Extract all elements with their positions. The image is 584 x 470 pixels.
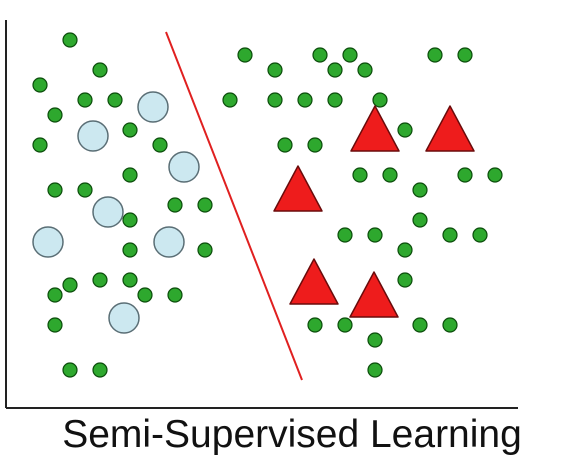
unlabeled-point [197,242,213,258]
unlabeled-point [397,272,413,288]
unlabeled-point [122,212,138,228]
unlabeled-point [77,182,93,198]
unlabeled-point [342,47,358,63]
unlabeled-point [382,167,398,183]
unlabeled-point [237,47,253,63]
unlabeled-point [367,362,383,378]
unlabeled-point [397,122,413,138]
labeled-circle-point [153,226,185,258]
unlabeled-point [47,287,63,303]
unlabeled-point [267,62,283,78]
unlabeled-point [442,227,458,243]
labeled-circle-point [137,91,169,123]
unlabeled-point [92,272,108,288]
unlabeled-point [327,62,343,78]
unlabeled-point [457,167,473,183]
unlabeled-point [327,92,343,108]
labeled-triangle-point [289,258,339,305]
unlabeled-point [107,92,123,108]
labeled-triangle-point [349,271,399,318]
unlabeled-point [137,287,153,303]
unlabeled-point [62,362,78,378]
unlabeled-point [487,167,503,183]
unlabeled-point [167,197,183,213]
unlabeled-point [62,277,78,293]
unlabeled-point [47,317,63,333]
unlabeled-points [32,32,503,378]
labeled-triangle-point [350,105,400,152]
unlabeled-point [167,287,183,303]
unlabeled-point [397,242,413,258]
unlabeled-point [367,332,383,348]
unlabeled-point [297,92,313,108]
unlabeled-point [32,137,48,153]
unlabeled-point [352,167,368,183]
labeled-class-a-points [32,91,200,334]
unlabeled-point [122,272,138,288]
unlabeled-point [152,137,168,153]
unlabeled-point [457,47,473,63]
unlabeled-point [47,107,63,123]
unlabeled-point [92,362,108,378]
unlabeled-point [122,242,138,258]
unlabeled-point [472,227,488,243]
unlabeled-point [427,47,443,63]
unlabeled-point [122,167,138,183]
labeled-triangle-point [425,105,475,152]
unlabeled-point [307,317,323,333]
unlabeled-point [32,77,48,93]
unlabeled-point [92,62,108,78]
unlabeled-point [62,32,78,48]
unlabeled-point [222,92,238,108]
unlabeled-point [267,92,283,108]
unlabeled-point [312,47,328,63]
unlabeled-point [307,137,323,153]
unlabeled-point [122,122,138,138]
labeled-circle-point [108,302,140,334]
unlabeled-point [412,182,428,198]
unlabeled-point [337,227,353,243]
unlabeled-point [367,227,383,243]
labeled-class-b-points [273,105,475,318]
labeled-circle-point [92,196,124,228]
labeled-circle-point [168,151,200,183]
labeled-circle-point [32,226,64,258]
labeled-circle-point [77,120,109,152]
unlabeled-point [412,317,428,333]
unlabeled-point [277,137,293,153]
unlabeled-point [442,317,458,333]
unlabeled-point [337,317,353,333]
unlabeled-point [197,197,213,213]
decision-boundary-line [165,31,303,381]
unlabeled-point [357,62,373,78]
unlabeled-point [372,92,388,108]
labeled-triangle-point [273,165,323,212]
unlabeled-point [47,182,63,198]
unlabeled-point [412,212,428,228]
unlabeled-point [77,92,93,108]
diagram-caption: Semi-Supervised Learning [62,413,522,456]
